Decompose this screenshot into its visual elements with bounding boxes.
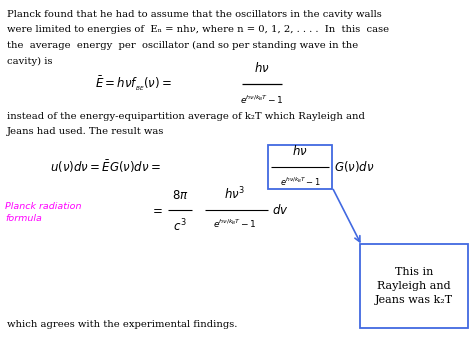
Text: $8\pi$: $8\pi$ [172, 189, 188, 202]
Text: $u(\nu)d\nu = \bar{E}G(\nu)d\nu =$: $u(\nu)d\nu = \bar{E}G(\nu)d\nu =$ [50, 159, 161, 175]
Text: This in
Rayleigh and
Jeans was k₂T: This in Rayleigh and Jeans was k₂T [375, 267, 453, 305]
Text: $e^{h\nu/k_{\!B}T} -1$: $e^{h\nu/k_{\!B}T} -1$ [213, 218, 257, 230]
Text: cavity) is: cavity) is [7, 57, 53, 66]
Text: $c^3$: $c^3$ [173, 218, 187, 234]
Text: Planck radiation
formula: Planck radiation formula [5, 202, 82, 223]
Text: $e^{h\nu/k_{\!B}T} -1$: $e^{h\nu/k_{\!B}T} -1$ [240, 94, 284, 106]
Text: $dv$: $dv$ [272, 203, 289, 217]
Text: $\bar{E} = h\nu f_{_{BE}}(\nu) =$: $\bar{E} = h\nu f_{_{BE}}(\nu) =$ [95, 74, 172, 93]
Text: $e^{h\nu/k_{\!B}T} -1$: $e^{h\nu/k_{\!B}T} -1$ [280, 176, 320, 188]
Text: $G(\nu)d\nu$: $G(\nu)d\nu$ [334, 159, 374, 174]
Text: $h\nu$: $h\nu$ [254, 61, 270, 75]
Text: $h\nu^3$: $h\nu^3$ [225, 185, 246, 202]
Text: which agrees with the experimental findings.: which agrees with the experimental findi… [7, 320, 237, 329]
Text: the  average  energy  per  oscillator (and so per standing wave in the: the average energy per oscillator (and s… [7, 41, 358, 50]
Text: instead of the energy-equipartition average of k₂T which Rayleigh and: instead of the energy-equipartition aver… [7, 112, 365, 121]
Bar [268, 145, 332, 189]
Text: Planck found that he had to assume that the oscillators in the cavity walls: Planck found that he had to assume that … [7, 10, 382, 19]
Bar [360, 244, 468, 328]
Text: Jeans had used. The result was: Jeans had used. The result was [7, 127, 164, 137]
Text: $=$: $=$ [150, 204, 163, 217]
Text: were limited to energies of  Eₙ = nhν, where n = 0, 1, 2, . . . .  In  this  cas: were limited to energies of Eₙ = nhν, wh… [7, 26, 389, 34]
Text: $h\nu$: $h\nu$ [292, 144, 308, 158]
